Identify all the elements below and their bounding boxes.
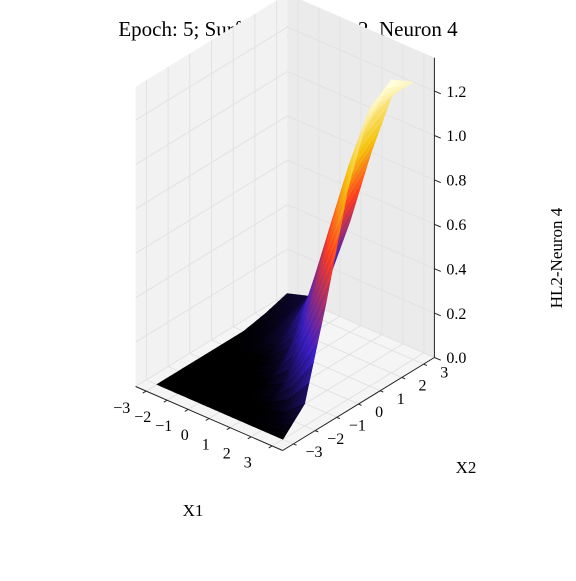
grid-line-z-left bbox=[135, 26, 288, 121]
x-tick-mark bbox=[142, 390, 147, 394]
x-tick-mark bbox=[247, 436, 252, 440]
y-tick-label: −1 bbox=[349, 417, 366, 434]
x-tick-label: 0 bbox=[181, 427, 189, 444]
z-tick-mark bbox=[434, 135, 441, 139]
y-tick-label: −3 bbox=[305, 444, 322, 461]
x-axis-label: X1 bbox=[183, 501, 204, 520]
x-tick-label: −1 bbox=[155, 418, 172, 435]
y-tick-label: 3 bbox=[440, 364, 448, 381]
y-tick-label: −2 bbox=[327, 431, 344, 448]
surface bbox=[156, 79, 414, 440]
x-tick-mark bbox=[268, 445, 273, 449]
z-tick-mark bbox=[434, 268, 441, 272]
grid-line-z-back bbox=[287, 159, 435, 225]
y-tick-label: 1 bbox=[397, 391, 405, 408]
y-tick-label: 0 bbox=[375, 404, 383, 421]
surface-patch bbox=[278, 430, 288, 440]
grid-line-z-left bbox=[135, 293, 288, 387]
x-tick-mark bbox=[184, 408, 189, 412]
grid-line-z-back bbox=[287, 71, 435, 136]
x-tick-mark bbox=[163, 399, 168, 403]
y-tick-mark bbox=[423, 363, 428, 366]
z-axis-label: HL2-Neuron 4 bbox=[547, 207, 566, 308]
z-tick-label: 1.2 bbox=[446, 84, 466, 101]
z-tick-mark bbox=[434, 223, 441, 228]
y-tick-mark bbox=[401, 376, 406, 380]
grid-line-floor-x bbox=[271, 352, 425, 447]
x-tick-label: −2 bbox=[134, 409, 151, 426]
z-tick-label: 0.0 bbox=[446, 350, 466, 367]
z-tick-mark bbox=[434, 357, 441, 361]
grid-line-z-left bbox=[135, 115, 288, 210]
z-tick-mark bbox=[434, 179, 441, 184]
grid-line-z-left bbox=[135, 204, 288, 299]
y-tick-label: 2 bbox=[419, 378, 427, 395]
y-tick-mark bbox=[358, 403, 362, 406]
grid-line-z-back bbox=[287, 204, 435, 270]
grid-line-z-left bbox=[135, 71, 288, 165]
z-tick-label: 0.8 bbox=[446, 173, 466, 190]
tick-labels: −3−2−10123−3−2−101230.00.20.40.60.81.01.… bbox=[113, 84, 466, 472]
y-tick-mark bbox=[293, 443, 297, 446]
grid-line-z-back bbox=[287, 248, 435, 314]
z-tick-label: 0.4 bbox=[446, 261, 466, 278]
z-tick-mark bbox=[434, 90, 441, 95]
z-tick-label: 1.0 bbox=[446, 128, 466, 145]
x-tick-mark bbox=[226, 427, 231, 431]
z-tick-label: 0.2 bbox=[446, 306, 466, 323]
x-tick-label: 1 bbox=[202, 436, 210, 453]
y-axis-label: X2 bbox=[456, 458, 477, 477]
x-tick-label: 3 bbox=[244, 455, 252, 472]
z-tick-mark bbox=[434, 312, 441, 317]
grid-line-z-left bbox=[135, 159, 288, 254]
z-tick-label: 0.6 bbox=[446, 217, 466, 234]
grid-line-z-left bbox=[135, 248, 288, 343]
y-tick-mark bbox=[336, 416, 341, 420]
grid-line-z-back bbox=[287, 26, 435, 92]
x-tick-label: −3 bbox=[113, 400, 130, 417]
y-tick-mark bbox=[314, 430, 319, 433]
x-tick-mark bbox=[205, 418, 210, 421]
y-tick-mark bbox=[379, 390, 384, 393]
x-tick-label: 2 bbox=[223, 445, 231, 462]
